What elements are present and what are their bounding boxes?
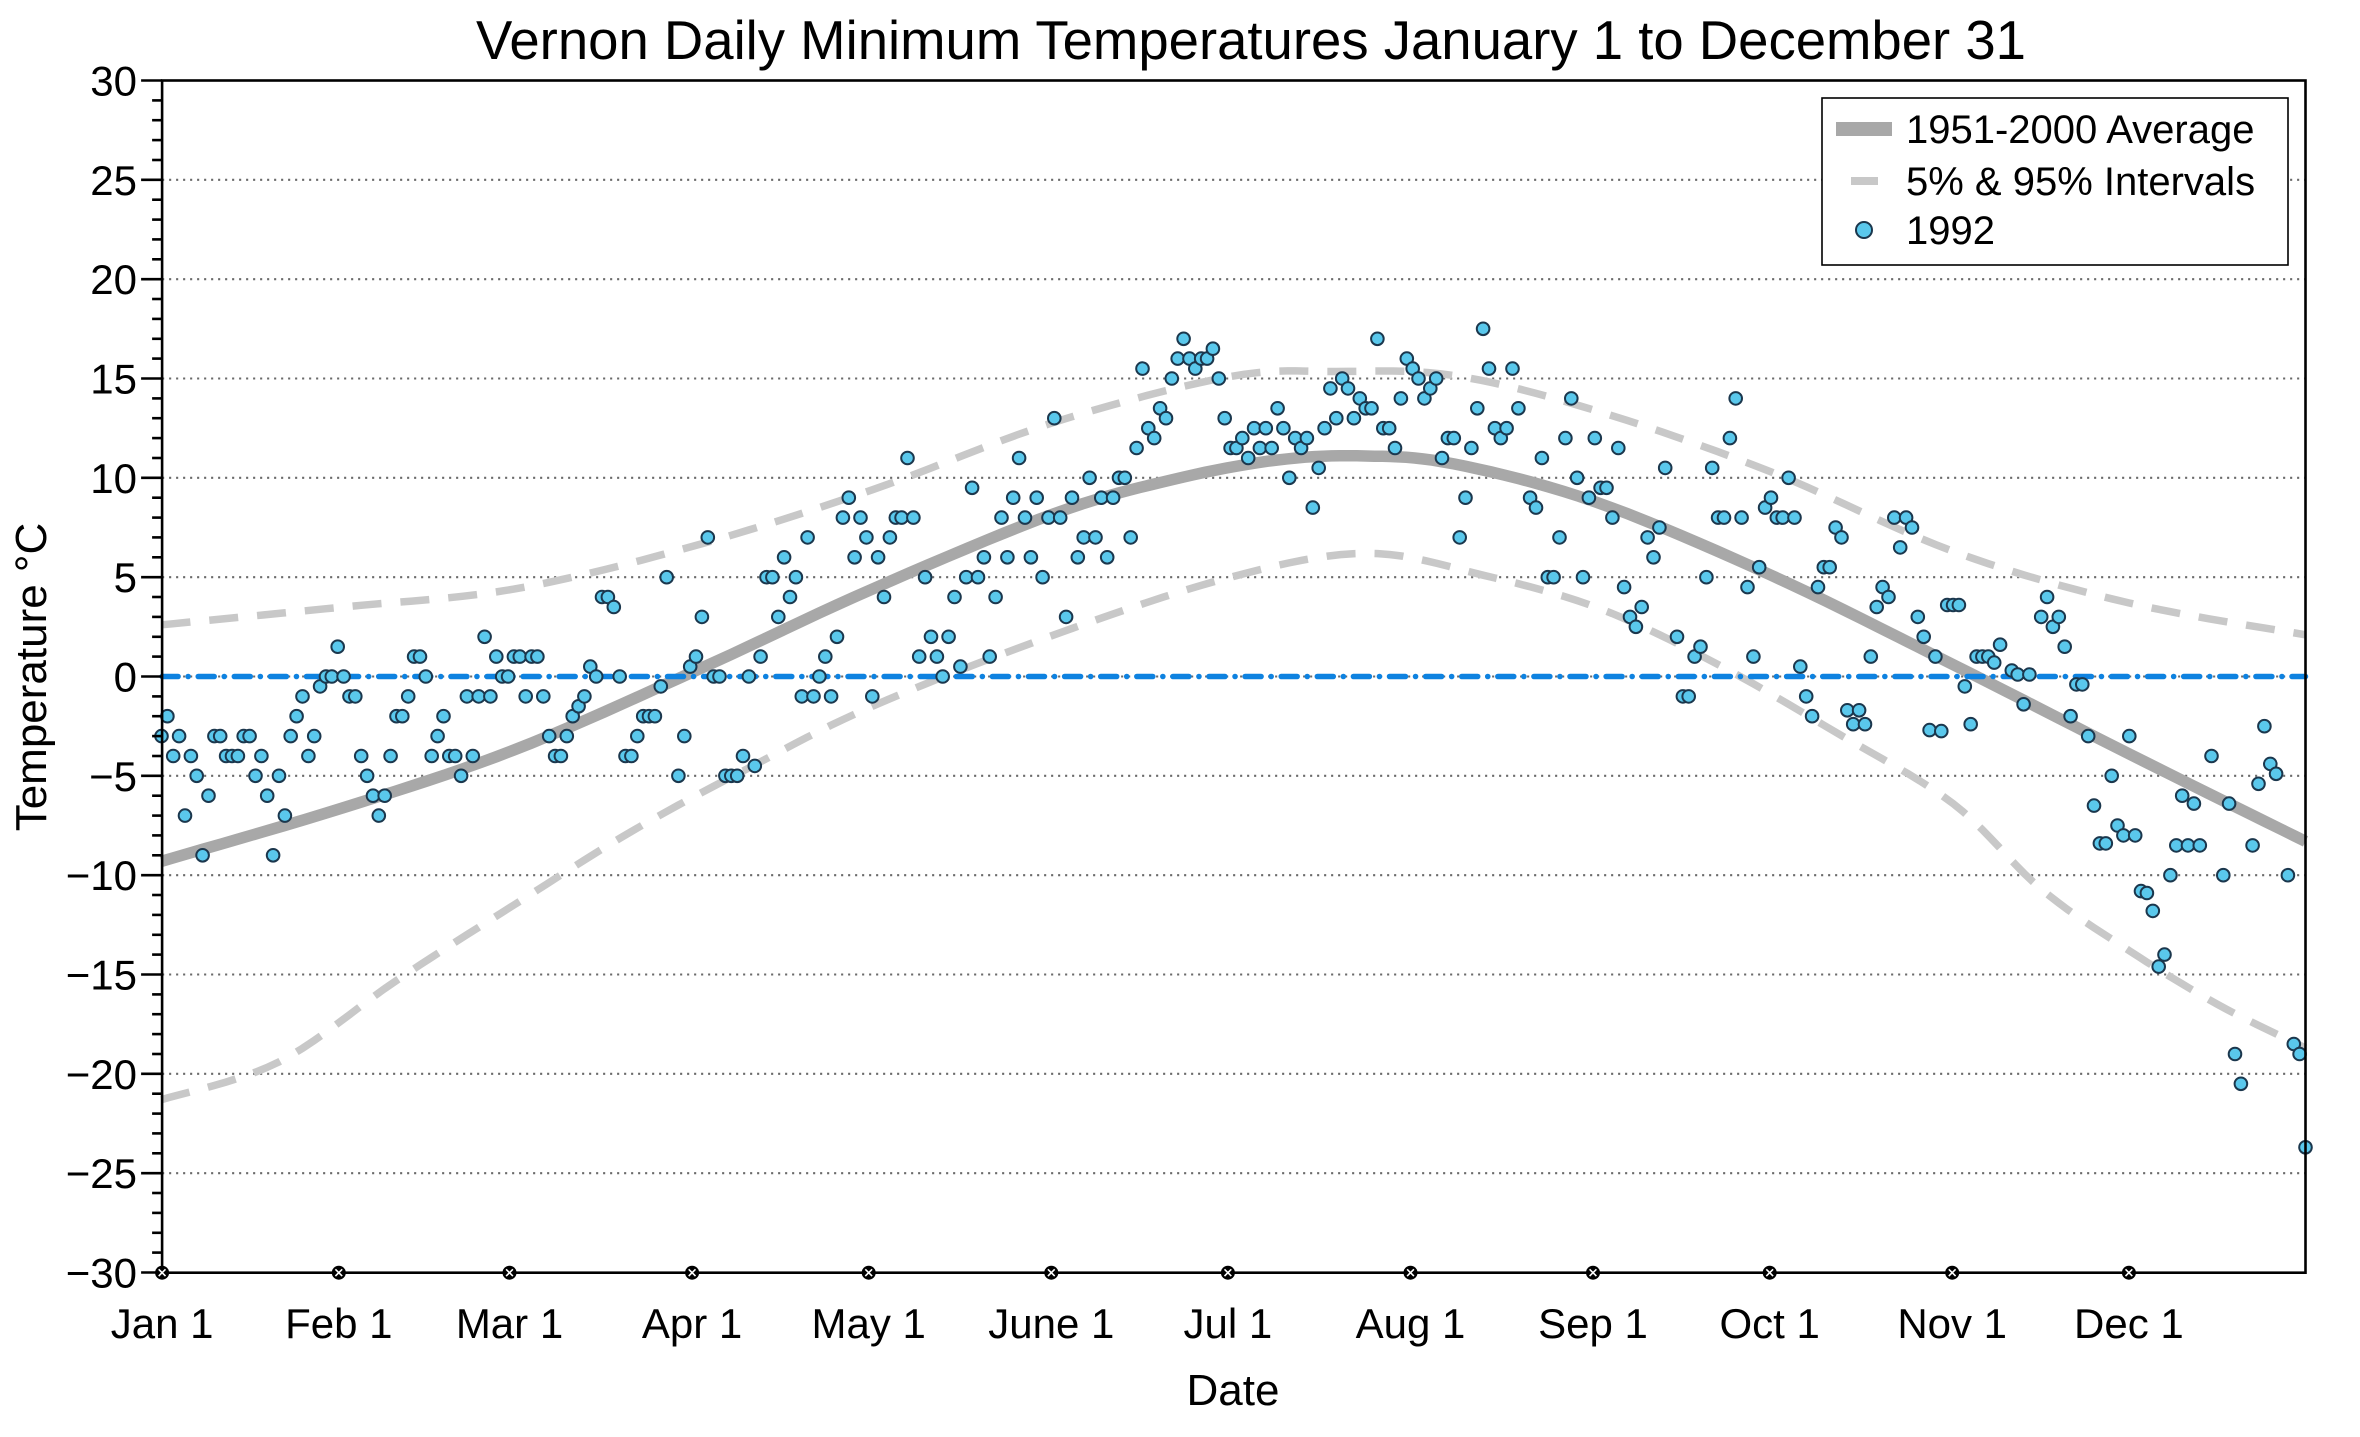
svg-text:25: 25 [90,157,137,204]
svg-text:−15: −15 [66,952,137,999]
svg-text:20: 20 [90,256,137,303]
svg-text:0: 0 [114,654,137,701]
svg-text:Oct 1: Oct 1 [1720,1300,1820,1347]
svg-text:Apr 1: Apr 1 [642,1300,742,1347]
svg-text:30: 30 [90,58,137,105]
svg-text:1951-2000 Average: 1951-2000 Average [1906,108,2254,152]
svg-text:−20: −20 [66,1051,137,1098]
svg-text:Feb 1: Feb 1 [285,1300,392,1347]
svg-text:Temperature °C: Temperature °C [7,523,56,832]
svg-text:1992: 1992 [1906,209,1995,253]
svg-text:5: 5 [114,554,137,601]
svg-text:−25: −25 [66,1150,137,1197]
svg-text:Sep 1: Sep 1 [1538,1300,1648,1347]
svg-text:Date: Date [1187,1366,1280,1415]
svg-text:−30: −30 [66,1250,137,1297]
svg-text:Aug 1: Aug 1 [1356,1300,1466,1347]
svg-text:5% & 95% Intervals: 5% & 95% Intervals [1906,160,2255,204]
svg-text:Mar 1: Mar 1 [456,1300,563,1347]
svg-text:May 1: May 1 [812,1300,926,1347]
svg-text:−5: −5 [89,753,137,800]
svg-text:Dec 1: Dec 1 [2074,1300,2184,1347]
svg-text:Nov 1: Nov 1 [1897,1300,2007,1347]
svg-text:June 1: June 1 [988,1300,1114,1347]
svg-text:Jan 1: Jan 1 [111,1300,214,1347]
svg-text:Jul 1: Jul 1 [1184,1300,1273,1347]
svg-text:10: 10 [90,455,137,502]
svg-text:15: 15 [90,356,137,403]
svg-text:Vernon Daily Minimum Temperatu: Vernon Daily Minimum Temperatures Januar… [476,10,2026,71]
svg-text:−10: −10 [66,852,137,899]
